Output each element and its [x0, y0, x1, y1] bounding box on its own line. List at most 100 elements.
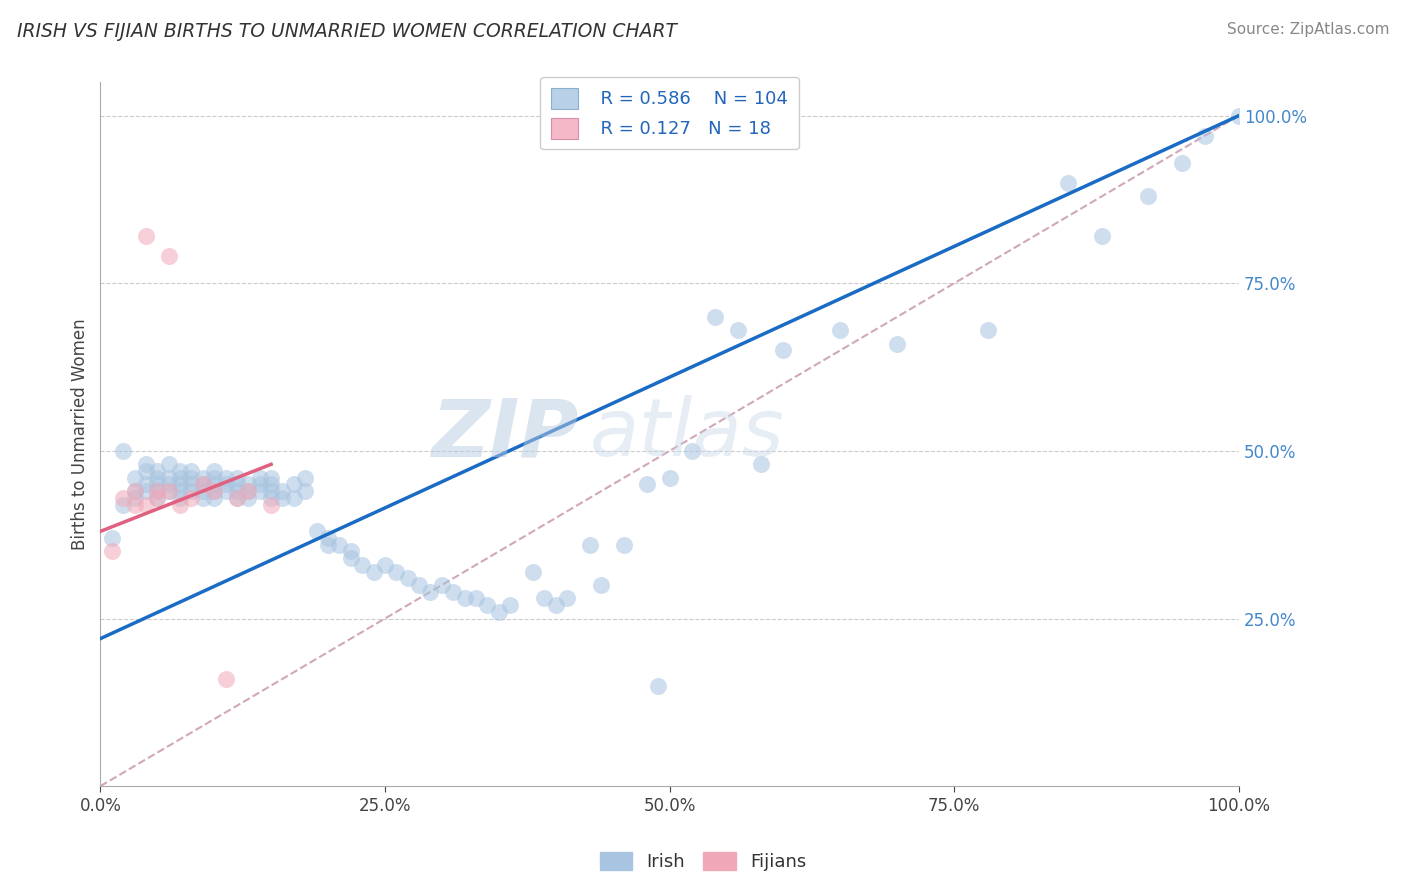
Point: [169, 484, 191, 499]
Point: [340, 551, 363, 566]
Point: [157, 477, 180, 491]
Point: [100, 544, 122, 558]
Point: [544, 598, 567, 612]
Point: [202, 484, 225, 499]
Point: [157, 458, 180, 472]
Point: [260, 491, 283, 505]
Point: [374, 558, 396, 572]
Point: [441, 584, 464, 599]
Point: [169, 491, 191, 505]
Point: [249, 484, 271, 499]
Point: [112, 444, 135, 458]
Point: [363, 565, 385, 579]
Point: [238, 484, 260, 499]
Point: [124, 471, 146, 485]
Point: [169, 471, 191, 485]
Point: [100, 531, 122, 545]
Point: [555, 591, 578, 606]
Point: [294, 471, 316, 485]
Point: [408, 578, 430, 592]
Point: [658, 471, 681, 485]
Point: [249, 471, 271, 485]
Point: [294, 484, 316, 499]
Text: atlas: atlas: [591, 395, 785, 473]
Point: [1171, 155, 1194, 169]
Point: [1136, 189, 1159, 203]
Point: [191, 491, 214, 505]
Point: [191, 471, 214, 485]
Legend: Irish, Fijians: Irish, Fijians: [592, 845, 814, 879]
Point: [271, 491, 294, 505]
Point: [1194, 128, 1216, 143]
Point: [477, 598, 499, 612]
Point: [146, 464, 169, 478]
Point: [202, 464, 225, 478]
Point: [316, 531, 339, 545]
Point: [157, 484, 180, 499]
Point: [305, 524, 328, 539]
Point: [681, 444, 703, 458]
Point: [157, 471, 180, 485]
Point: [180, 491, 202, 505]
Text: Source: ZipAtlas.com: Source: ZipAtlas.com: [1226, 22, 1389, 37]
Point: [169, 477, 191, 491]
Point: [316, 538, 339, 552]
Point: [124, 484, 146, 499]
Point: [749, 458, 772, 472]
Y-axis label: Births to Unmarried Women: Births to Unmarried Women: [72, 318, 89, 550]
Point: [579, 538, 602, 552]
Point: [146, 471, 169, 485]
Point: [214, 672, 236, 686]
Point: [704, 310, 727, 324]
Point: [226, 484, 249, 499]
Point: [157, 484, 180, 499]
Point: [385, 565, 408, 579]
Point: [238, 484, 260, 499]
Point: [146, 477, 169, 491]
Point: [977, 323, 1000, 337]
Point: [283, 477, 305, 491]
Point: [146, 491, 169, 505]
Point: [180, 477, 202, 491]
Point: [499, 598, 522, 612]
Point: [226, 471, 249, 485]
Point: [886, 336, 908, 351]
Point: [146, 484, 169, 499]
Point: [202, 491, 225, 505]
Text: ZIP: ZIP: [432, 395, 578, 473]
Legend:   R = 0.586    N = 104,   R = 0.127   N = 18: R = 0.586 N = 104, R = 0.127 N = 18: [540, 77, 799, 150]
Point: [396, 571, 419, 585]
Point: [135, 498, 157, 512]
Point: [340, 544, 363, 558]
Point: [249, 477, 271, 491]
Point: [135, 458, 157, 472]
Point: [191, 477, 214, 491]
Point: [214, 477, 236, 491]
Point: [135, 484, 157, 499]
Point: [202, 484, 225, 499]
Point: [260, 477, 283, 491]
Point: [238, 491, 260, 505]
Point: [226, 477, 249, 491]
Point: [238, 477, 260, 491]
Point: [613, 538, 636, 552]
Point: [146, 491, 169, 505]
Point: [830, 323, 852, 337]
Point: [214, 484, 236, 499]
Point: [419, 584, 441, 599]
Point: [202, 477, 225, 491]
Point: [647, 679, 669, 693]
Point: [488, 605, 510, 619]
Point: [135, 477, 157, 491]
Point: [772, 343, 794, 358]
Point: [124, 498, 146, 512]
Point: [180, 484, 202, 499]
Point: [1227, 109, 1250, 123]
Point: [328, 538, 350, 552]
Point: [191, 477, 214, 491]
Point: [180, 464, 202, 478]
Point: [533, 591, 555, 606]
Point: [260, 471, 283, 485]
Point: [135, 464, 157, 478]
Point: [636, 477, 658, 491]
